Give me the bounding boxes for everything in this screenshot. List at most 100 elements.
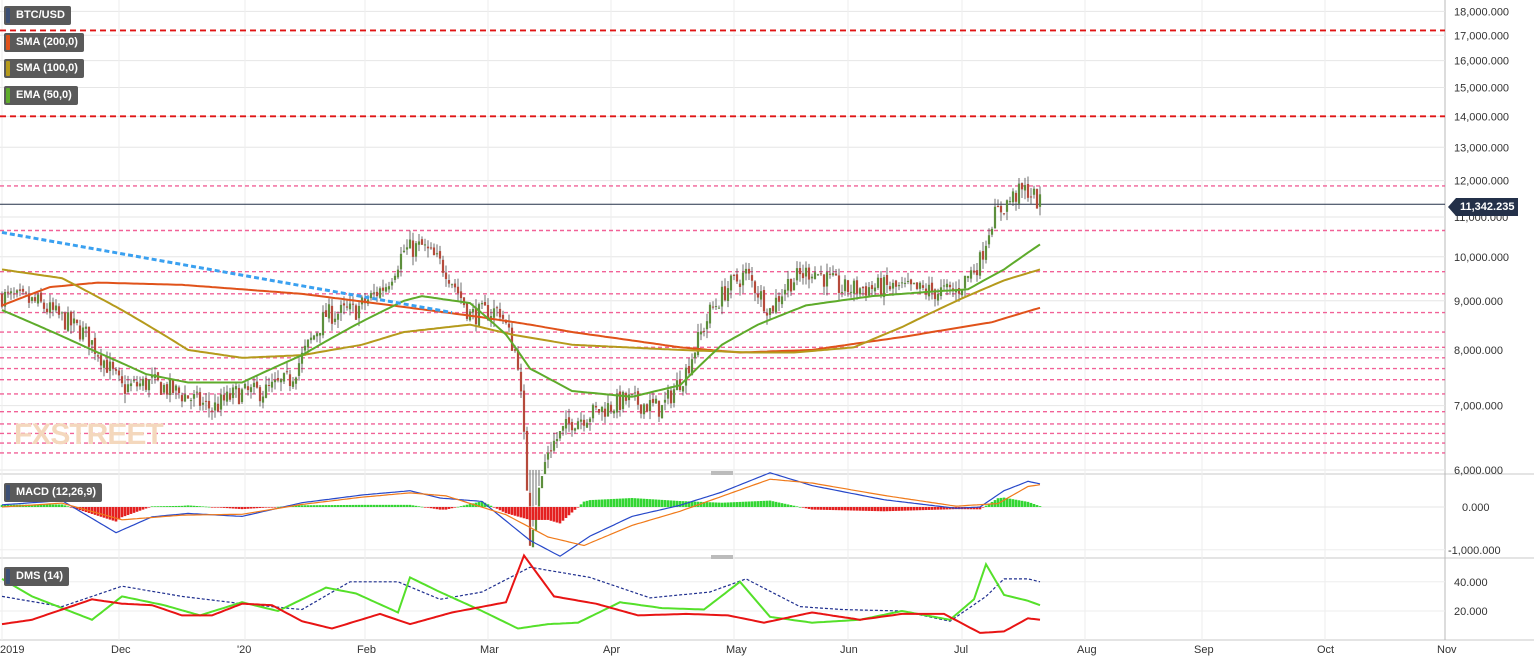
candle-body-up	[1008, 201, 1012, 203]
candle-body-down	[798, 267, 802, 275]
candle-body-up	[867, 287, 871, 296]
macd-histogram-bar	[210, 507, 214, 508]
candle-body-up	[192, 393, 196, 399]
candle-body-up	[918, 282, 922, 289]
candle-body-up	[993, 206, 997, 229]
candle-body-down	[63, 312, 67, 330]
chart-title: BTC/USD	[16, 9, 65, 21]
sma100-legend-tag[interactable]: SMA (100,0)	[4, 59, 84, 78]
macd-histogram-bar	[741, 501, 745, 507]
macd-histogram-bar	[975, 507, 979, 510]
dms-legend-tag[interactable]: DMS (14)	[4, 567, 70, 586]
macd-histogram-bar	[660, 499, 664, 507]
candle-body-up	[213, 402, 217, 411]
candle-body-up	[48, 302, 52, 313]
macd-histogram-bar	[489, 505, 493, 507]
macd-histogram-bar	[111, 507, 115, 521]
macd-histogram-bar	[234, 507, 238, 509]
sma200-legend-tag[interactable]: SMA (200,0)	[4, 33, 84, 52]
macd-histogram-bar	[393, 504, 397, 507]
time-tick-label: 2019	[0, 644, 24, 656]
candle-body-up	[558, 431, 562, 439]
candle-body-up	[189, 400, 193, 402]
candle-body-up	[1023, 185, 1027, 191]
candle-body-down	[330, 305, 334, 324]
macd-histogram-bar	[123, 507, 127, 517]
candle-body-down	[87, 326, 91, 347]
macd-histogram-bar	[702, 501, 706, 507]
candle-body-down	[972, 270, 976, 273]
candle-body-down	[750, 275, 754, 281]
macd-histogram-bar	[618, 498, 622, 507]
candle-body-up	[201, 402, 205, 405]
candle-body-up	[810, 276, 814, 279]
candle-body-up	[1005, 200, 1009, 212]
macd-histogram-bar	[870, 507, 874, 511]
candle-body-up	[129, 383, 133, 387]
candle-body-down	[258, 387, 262, 402]
macd-histogram-bar	[534, 507, 538, 520]
candle-body-up	[540, 476, 544, 489]
macd-histogram-bar	[717, 502, 721, 507]
macd-histogram-bar	[54, 504, 58, 507]
candle-body-down	[453, 283, 457, 288]
macd-histogram-bar	[894, 507, 898, 511]
macd-histogram-bar	[1026, 501, 1030, 507]
candle-body-down	[363, 297, 367, 304]
macd-histogram-bar	[363, 504, 367, 507]
candle-body-down	[669, 390, 673, 404]
macd-histogram-bar	[969, 507, 973, 510]
candle-body-up	[312, 335, 316, 340]
time-tick-label: Jun	[840, 644, 858, 656]
candle-body-up	[492, 308, 496, 318]
candle-body-down	[651, 398, 655, 403]
macd-histogram-bar	[783, 503, 787, 507]
macd-histogram-bar	[648, 499, 652, 507]
macd-histogram-bar	[267, 507, 271, 508]
candle-body-down	[276, 378, 280, 381]
macd-legend-tag[interactable]: MACD (12,26,9)	[4, 483, 103, 502]
macd-histogram-bar	[375, 504, 379, 507]
chart-title-tag[interactable]: BTC/USD	[4, 6, 71, 25]
candle-body-up	[183, 394, 187, 402]
candle-body-up	[831, 273, 835, 276]
candle-body-down	[459, 291, 463, 299]
candle-body-up	[897, 285, 901, 287]
macd-histogram-bar	[369, 504, 373, 507]
macd-histogram-bar	[882, 507, 886, 512]
candle-body-down	[855, 280, 859, 294]
candle-body-up	[282, 373, 286, 382]
candle-body-up	[384, 287, 388, 292]
macd-histogram-bar	[624, 498, 628, 507]
candle-body-down	[111, 361, 115, 369]
macd-histogram-bar	[159, 506, 163, 507]
macd-histogram-bar	[804, 507, 808, 509]
ema50-legend-tag[interactable]: EMA (50,0)	[4, 86, 78, 105]
time-tick-label: '20	[237, 644, 251, 656]
macd-histogram-bar	[333, 505, 337, 507]
macd-histogram-bar	[915, 507, 919, 511]
candle-body-down	[1014, 192, 1018, 202]
candle-body-down	[438, 251, 442, 259]
candle-body-up	[576, 421, 580, 430]
candle-body-down	[246, 386, 250, 391]
macd-histogram-bar	[417, 506, 421, 507]
candle-body-down	[948, 284, 952, 288]
macd-histogram-bar	[399, 504, 403, 507]
macd-histogram-bar	[729, 502, 733, 507]
macd-histogram-bar	[579, 504, 583, 507]
macd-histogram-bar	[309, 505, 313, 507]
candle-body-up	[684, 367, 688, 386]
candle-body-up	[132, 380, 136, 382]
ema50-swatch	[6, 88, 10, 103]
candle-body-up	[543, 462, 547, 475]
candle-body-down	[69, 311, 73, 326]
candle-body-up	[390, 281, 394, 286]
macd-histogram-bar	[498, 507, 502, 511]
candle-body-up	[792, 282, 796, 291]
macd-histogram	[0, 497, 1042, 524]
candle-body-down	[210, 410, 214, 412]
candle-body-down	[1035, 189, 1039, 209]
macd-histogram-bar	[546, 507, 550, 520]
macd-histogram-bar	[573, 507, 577, 510]
